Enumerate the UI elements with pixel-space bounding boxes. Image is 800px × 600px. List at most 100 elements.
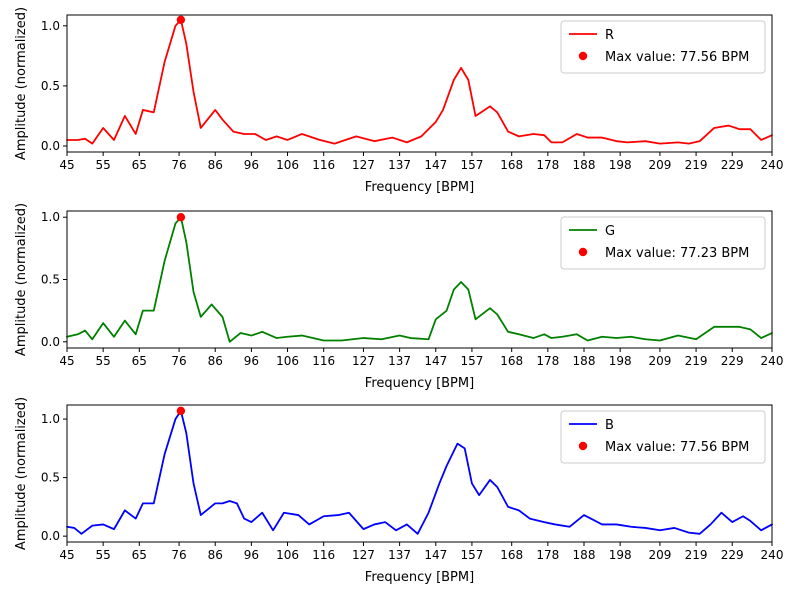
- legend-series-label: R: [605, 28, 614, 43]
- legend-marker-swatch: [578, 247, 588, 257]
- x-tick-label: 178: [536, 548, 559, 562]
- x-tick-label: 229: [721, 354, 744, 368]
- y-axis-label: Amplitude (normalized): [14, 7, 29, 160]
- chart-panel-red: 45 55 65 76 86 96 106 116 127 137 147 157 168 178 188 1…: [14, 7, 783, 195]
- x-tick-label: 188: [573, 354, 596, 368]
- legend-box: [560, 410, 766, 464]
- y-tick-label: 1.0: [41, 210, 60, 224]
- y-tick-label: 0.0: [41, 139, 60, 153]
- legend-marker-swatch: [578, 51, 588, 61]
- x-tick-label: 65: [132, 354, 147, 368]
- y-tick-label: 1.0: [41, 19, 60, 33]
- series-line-B: [66, 409, 773, 535]
- x-tick-label: 106: [276, 354, 299, 368]
- x-tick-label: 147: [424, 548, 447, 562]
- x-tick-label: 209: [648, 548, 671, 562]
- x-tick-label: 219: [685, 158, 708, 172]
- x-tick-label: 86: [208, 158, 223, 172]
- x-tick-label: 116: [312, 548, 335, 562]
- legend-max-label: Max value: 77.23 BPM: [605, 246, 749, 261]
- x-tick-label: 106: [276, 548, 299, 562]
- x-axis-label: Frequency [BPM]: [365, 180, 474, 195]
- plot-frame: [66, 404, 773, 543]
- legend: G Max value: 77.23 BPM: [560, 216, 766, 270]
- x-tick-label: 76: [171, 354, 186, 368]
- y-tick-label: 0.0: [41, 335, 60, 349]
- x-tick-label: 240: [761, 548, 784, 562]
- x-axis-label: Frequency [BPM]: [365, 376, 474, 391]
- legend: R Max value: 77.56 BPM: [560, 20, 766, 74]
- x-tick-label: 240: [761, 354, 784, 368]
- y-axis-label: Amplitude (normalized): [14, 203, 29, 356]
- max-value-point: [176, 213, 186, 222]
- x-tick-label: 147: [424, 354, 447, 368]
- x-tick-label: 188: [573, 548, 596, 562]
- chart-panel-green: 45 55 65 76 86 96 106 116 127 137 147 157 168 178 188 1…: [14, 203, 783, 391]
- x-tick-label: 198: [609, 158, 632, 172]
- x-tick-label: 127: [352, 158, 375, 172]
- x-tick-label: 76: [171, 158, 186, 172]
- x-tick-label: 229: [721, 158, 744, 172]
- x-tick-label: 157: [460, 158, 483, 172]
- x-axis-label: Frequency [BPM]: [365, 570, 474, 585]
- x-tick-label: 209: [648, 354, 671, 368]
- series-line-G: [66, 216, 773, 343]
- x-tick-label: 168: [500, 548, 523, 562]
- x-tick-label: 127: [352, 354, 375, 368]
- y-tick-label: 1.0: [41, 412, 60, 426]
- x-tick-label: 168: [500, 158, 523, 172]
- y-tick-label: 0.5: [41, 273, 60, 287]
- x-tick-label: 55: [96, 354, 111, 368]
- x-tick-label: 229: [721, 548, 744, 562]
- x-tick-label: 157: [460, 548, 483, 562]
- legend-marker-swatch: [578, 441, 588, 451]
- x-tick-label: 65: [132, 158, 147, 172]
- x-tick-label: 55: [96, 158, 111, 172]
- x-tick-label: 96: [244, 548, 259, 562]
- x-tick-label: 198: [609, 548, 632, 562]
- x-tick-label: 188: [573, 158, 596, 172]
- x-tick-label: 219: [685, 548, 708, 562]
- x-tick-label: 76: [171, 548, 186, 562]
- x-tick-label: 65: [132, 548, 147, 562]
- max-value-point: [176, 15, 186, 25]
- legend-box: [560, 20, 766, 74]
- x-tick-label: 178: [536, 158, 559, 172]
- x-tick-label: 45: [59, 354, 74, 368]
- x-tick-label: 86: [208, 354, 223, 368]
- x-tick-label: 157: [460, 354, 483, 368]
- x-tick-label: 147: [424, 158, 447, 172]
- x-tick-label: 127: [352, 548, 375, 562]
- x-tick-label: 45: [59, 548, 74, 562]
- y-tick-label: 0.0: [41, 529, 60, 543]
- x-tick-label: 137: [388, 354, 411, 368]
- x-tick-label: 116: [312, 158, 335, 172]
- y-tick-label: 0.5: [41, 79, 60, 93]
- legend: B Max value: 77.56 BPM: [560, 410, 766, 464]
- x-tick-label: 137: [388, 158, 411, 172]
- x-tick-label: 178: [536, 354, 559, 368]
- chart-panel-blue: 45 55 65 76 86 96 106 116 127 137 147 157 168 178 188 1…: [14, 397, 783, 585]
- x-tick-label: 96: [244, 354, 259, 368]
- x-tick-label: 137: [388, 548, 411, 562]
- legend-max-label: Max value: 77.56 BPM: [605, 440, 749, 455]
- x-tick-label: 106: [276, 158, 299, 172]
- y-tick-label: 0.5: [41, 471, 60, 485]
- x-tick-label: 168: [500, 354, 523, 368]
- y-axis-label: Amplitude (normalized): [14, 397, 29, 550]
- max-value-point: [176, 406, 186, 416]
- x-tick-label: 96: [244, 158, 259, 172]
- legend-series-label: G: [605, 224, 615, 239]
- legend-max-label: Max value: 77.56 BPM: [605, 50, 749, 65]
- x-tick-label: 219: [685, 354, 708, 368]
- plot-frame: [66, 14, 773, 153]
- x-tick-label: 55: [96, 548, 111, 562]
- x-tick-label: 240: [761, 158, 784, 172]
- series-line-R: [66, 18, 773, 145]
- x-tick-label: 198: [609, 354, 632, 368]
- x-tick-label: 209: [648, 158, 671, 172]
- legend-box: [560, 216, 766, 270]
- x-tick-label: 116: [312, 354, 335, 368]
